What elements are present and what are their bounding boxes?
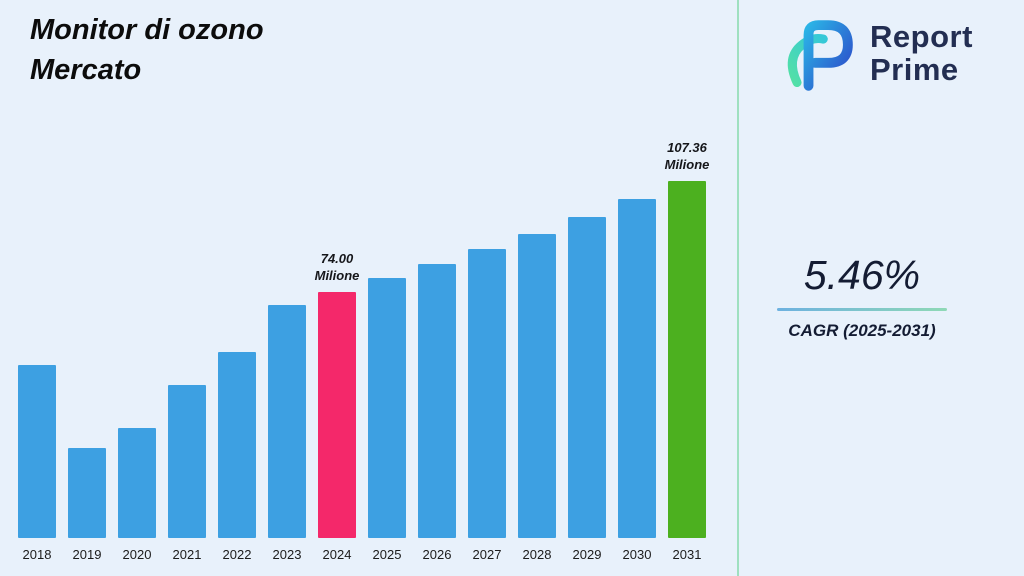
bar-2021 (168, 385, 206, 538)
bar-2022 (218, 352, 256, 538)
bar-2028 (518, 234, 556, 538)
logo-text-line1: Report (870, 18, 973, 54)
x-axis-label-2026: 2026 (422, 547, 452, 562)
report-prime-logo-icon (787, 20, 853, 91)
x-axis-label-2025: 2025 (372, 547, 402, 562)
x-axis-label-2031: 2031 (672, 547, 702, 562)
bar-column-2020: 2020 (118, 428, 156, 563)
cagr-value: 5.46% (803, 252, 921, 298)
bar-2031 (668, 181, 706, 538)
bar-column-2021: 2021 (168, 385, 206, 563)
report-prime-logo: Report Prime (778, 12, 973, 94)
cagr-underline (777, 308, 947, 311)
bar-value-label-2024: 74.00 Milione (314, 251, 360, 284)
bar-column-2018: 2018 (18, 365, 56, 563)
page-title-line1: Monitor di ozono (30, 14, 264, 46)
bar-2026 (418, 264, 456, 538)
bar-2025 (368, 278, 406, 538)
bar-column-2025: 2025 (368, 278, 406, 563)
x-axis-label-2024: 2024 (322, 547, 352, 562)
x-axis-label-2018: 2018 (22, 547, 52, 562)
x-axis-label-2019: 2019 (72, 547, 102, 562)
bar-column-2028: 2028 (518, 234, 556, 563)
bar-column-2023: 2023 (268, 305, 306, 563)
x-axis-label-2029: 2029 (572, 547, 602, 562)
bar-2019 (68, 448, 106, 538)
page-title-line2: Mercato (30, 54, 142, 87)
bar-column-2024: 74.00 Milione 2024 (315, 251, 360, 563)
bar-2027 (468, 249, 506, 538)
bar-column-2027: 2027 (468, 249, 506, 563)
bar-2020 (118, 428, 156, 538)
bar-column-2019: 2019 (68, 448, 106, 563)
bar-column-2026: 2026 (418, 264, 456, 563)
bar-2029 (568, 217, 606, 538)
bar-column-2022: 2022 (218, 352, 256, 563)
bar-column-2030: 2030 (618, 199, 656, 563)
report-prime-logo-text: Report Prime (870, 18, 973, 87)
bar-column-2029: 2029 (568, 217, 606, 563)
bar-value-label-2031: 107.36 Milione (664, 140, 710, 173)
bar-2030 (618, 199, 656, 538)
page-title: Monitor di ozono Mercato (30, 10, 264, 90)
x-axis-label-2022: 2022 (222, 547, 252, 562)
cagr-label: CAGR (2025-2031) (788, 321, 936, 340)
x-axis-label-2030: 2030 (622, 547, 652, 562)
logo-text-line2: Prime (870, 52, 959, 87)
cagr-stats: 5.46% CAGR (2025-2031) (752, 252, 972, 341)
bar-2023 (268, 305, 306, 538)
x-axis-label-2028: 2028 (522, 547, 552, 562)
x-axis-label-2021: 2021 (172, 547, 202, 562)
x-axis-label-2027: 2027 (472, 547, 502, 562)
bar-2018 (18, 365, 56, 538)
x-axis-label-2023: 2023 (272, 547, 302, 562)
bar-chart: 2018 2019 2020 2021 2022 2023 74.00 Milione 2024… (18, 140, 710, 563)
bar-2024 (318, 292, 356, 538)
vertical-divider (737, 0, 739, 576)
bar-column-2031: 107.36 Milione 2031 (665, 140, 710, 563)
x-axis-label-2020: 2020 (122, 547, 152, 562)
